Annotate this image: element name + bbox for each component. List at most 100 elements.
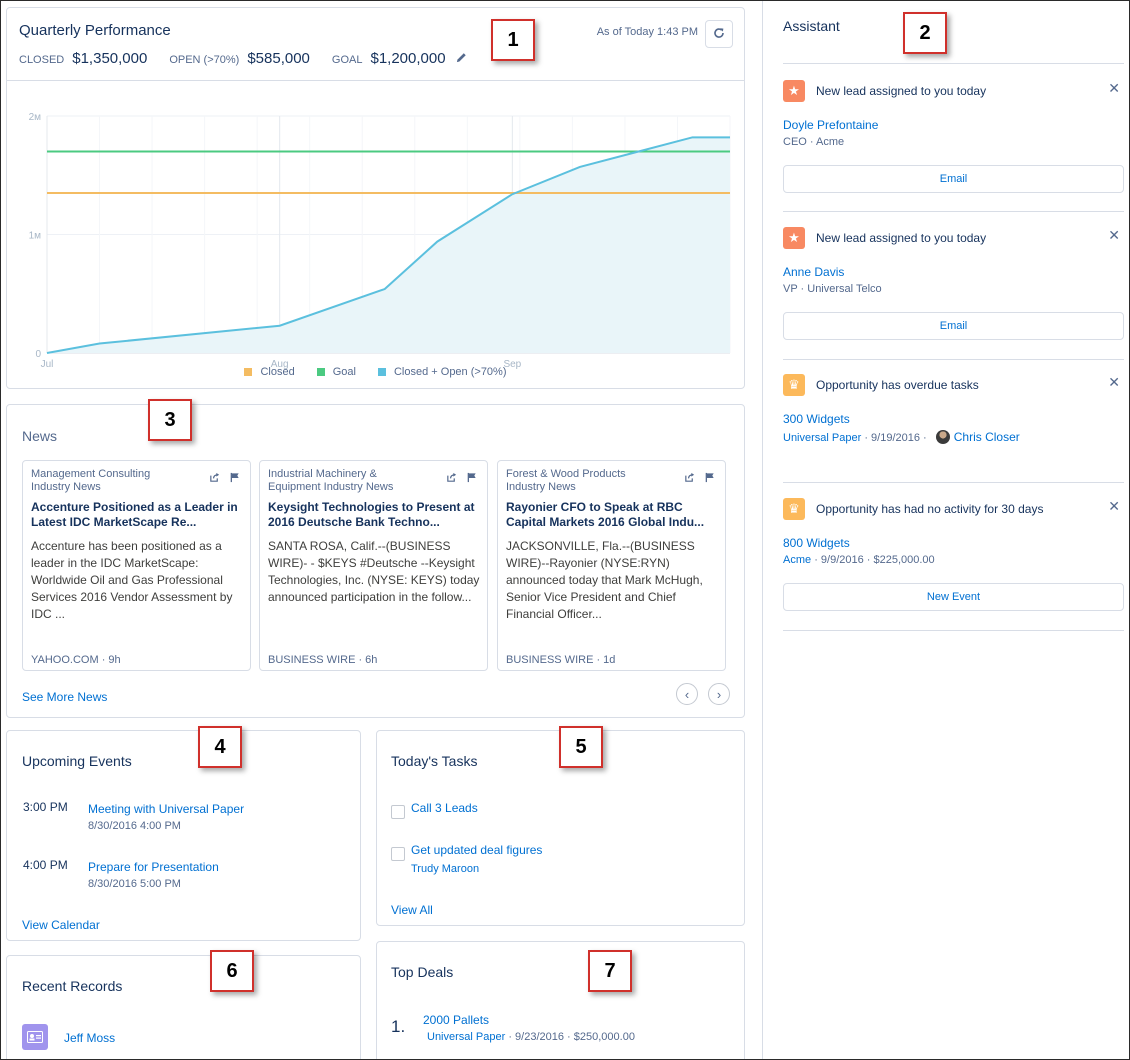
opportunity-icon: ♛ xyxy=(783,374,805,396)
news-footer: BUSINESS WIRE · 1d xyxy=(506,654,616,666)
legend-swatch xyxy=(244,368,253,376)
lead-icon: ★ xyxy=(783,227,805,249)
assistant-item-sub: CEO · Acme xyxy=(783,136,845,148)
next-button[interactable]: › xyxy=(708,683,730,705)
as-of-timestamp: As of Today 1:43 PM xyxy=(596,26,698,38)
performance-stats: CLOSED $1,350,000 OPEN (>70%) $585,000 G… xyxy=(19,50,467,67)
assistant-item-heading: New lead assigned to you today xyxy=(816,84,987,98)
deal-name[interactable]: 2000 Pallets xyxy=(423,1013,490,1027)
news-headline[interactable]: Accenture Positioned as a Leader in Late… xyxy=(31,500,238,529)
assistant-item-sub: VP · Universal Telco xyxy=(783,283,882,295)
goal-value: $1,200,000 xyxy=(370,50,446,67)
divider xyxy=(7,80,744,81)
share-icon[interactable] xyxy=(684,472,695,486)
task-checkbox[interactable] xyxy=(391,805,405,819)
assistant-item-name[interactable]: 800 Widgets xyxy=(783,536,850,550)
divider xyxy=(783,359,1124,360)
task-title[interactable]: Call 3 Leads xyxy=(411,801,478,815)
share-icon[interactable] xyxy=(446,472,457,486)
y-tick-label: 2м xyxy=(29,112,42,123)
close-icon[interactable]: ✕ xyxy=(1108,80,1120,96)
share-icon[interactable] xyxy=(209,472,220,486)
flag-icon[interactable] xyxy=(705,472,715,486)
callout-2: 2 xyxy=(903,12,947,54)
divider xyxy=(783,482,1124,483)
close-icon[interactable]: ✕ xyxy=(1108,227,1120,243)
account-link[interactable]: Universal Paper xyxy=(783,432,862,444)
previous-button[interactable]: ‹ xyxy=(676,683,698,705)
event-time: 3:00 PM xyxy=(23,800,68,814)
email-button[interactable]: Email xyxy=(783,165,1124,193)
view-calendar-link[interactable]: View Calendar xyxy=(22,918,100,932)
assistant-item: ♛ Opportunity has had no activity for 30… xyxy=(783,498,1124,613)
pencil-icon[interactable] xyxy=(456,52,467,66)
recent-title: Recent Records xyxy=(22,978,123,994)
news-item[interactable]: Industrial Machinery & Equipment Industr… xyxy=(259,460,488,671)
callout-4: 4 xyxy=(198,726,242,768)
refresh-button[interactable] xyxy=(705,20,733,48)
news-headline[interactable]: Keysight Technologies to Present at 2016… xyxy=(268,500,475,529)
open-label: OPEN (>70%) xyxy=(169,54,240,66)
chevron-right-icon: › xyxy=(716,686,722,702)
divider xyxy=(783,630,1124,631)
chevron-left-icon: ‹ xyxy=(684,686,690,702)
see-more-news-link[interactable]: See More News xyxy=(22,690,108,704)
assistant-item-heading: Opportunity has overdue tasks xyxy=(816,378,979,392)
deal-account[interactable]: Universal Paper xyxy=(427,1031,506,1043)
tasks-title: Today's Tasks xyxy=(391,753,478,769)
record-name[interactable]: Jeff Moss xyxy=(64,1031,116,1045)
legend-label: Goal xyxy=(332,366,356,378)
event-date: 8/30/2016 5:00 PM xyxy=(88,878,181,890)
email-button[interactable]: Email xyxy=(783,312,1124,340)
news-actions xyxy=(209,472,240,486)
close-icon[interactable]: ✕ xyxy=(1108,374,1120,390)
owner-link[interactable]: Chris Closer xyxy=(953,430,1020,444)
event-title[interactable]: Meeting with Universal Paper xyxy=(88,802,245,816)
news-body: Accenture has been positioned as a leade… xyxy=(31,539,233,621)
new-event-button[interactable]: New Event xyxy=(783,583,1124,611)
assistant-item-heading: Opportunity has had no activity for 30 d… xyxy=(816,502,1044,516)
news-source: Industrial Machinery & Equipment Industr… xyxy=(268,468,394,493)
news-card: News Management Consulting Industry News… xyxy=(6,404,745,718)
recent-records-card: Recent Records Jeff Moss xyxy=(6,955,361,1060)
open-value: $585,000 xyxy=(247,50,310,67)
flag-icon[interactable] xyxy=(230,472,240,486)
news-footer: YAHOO.COM · 9h xyxy=(31,654,121,666)
news-item[interactable]: Forest & Wood Products Industry News Ray… xyxy=(497,460,726,671)
event-title[interactable]: Prepare for Presentation xyxy=(88,860,219,874)
closed-open-series-line xyxy=(46,136,730,354)
assistant-item-name[interactable]: Doyle Prefontaine xyxy=(783,118,879,132)
avatar xyxy=(935,430,950,444)
task-title[interactable]: Get updated deal figures xyxy=(411,843,543,857)
view-all-link[interactable]: View All xyxy=(391,903,433,917)
divider xyxy=(783,63,1124,64)
news-item[interactable]: Management Consulting Industry News Acce… xyxy=(22,460,251,671)
legend-item: Closed + Open (>70%) xyxy=(377,366,507,378)
account-link[interactable]: Acme xyxy=(783,554,812,566)
assistant-item-name[interactable]: 300 Widgets xyxy=(783,412,850,426)
opportunity-icon: ♛ xyxy=(783,498,805,520)
assistant-item-name[interactable]: Anne Davis xyxy=(783,265,845,279)
item-meta: · 9/9/2016 · $225,000.00 xyxy=(814,554,935,566)
refresh-icon xyxy=(713,27,725,42)
flag-icon[interactable] xyxy=(467,472,477,486)
goal-label: GOAL xyxy=(331,54,363,66)
callout-3: 3 xyxy=(148,399,192,441)
card-title: Quarterly Performance xyxy=(19,22,171,39)
news-actions xyxy=(684,472,715,486)
y-tick-label: 1м xyxy=(29,231,42,242)
deals-title: Top Deals xyxy=(391,964,454,980)
callout-1: 1 xyxy=(491,19,535,61)
assistant-item-sub: Acme · 9/9/2016 · $225,000.00 xyxy=(783,554,935,566)
deal-meta: · 9/23/2016 · $250,000.00 xyxy=(508,1031,635,1043)
task-checkbox[interactable] xyxy=(391,847,405,861)
close-icon[interactable]: ✕ xyxy=(1108,498,1120,514)
lead-icon: ★ xyxy=(783,80,805,102)
assistant-item-heading: New lead assigned to you today xyxy=(816,231,987,245)
task-related[interactable]: Trudy Maroon xyxy=(411,863,480,875)
news-headline[interactable]: Rayonier CFO to Speak at RBC Capital Mar… xyxy=(506,500,705,529)
news-footer: BUSINESS WIRE · 6h xyxy=(268,654,378,666)
closed-value: $1,350,000 xyxy=(72,50,148,67)
legend-item: Goal xyxy=(316,366,356,378)
